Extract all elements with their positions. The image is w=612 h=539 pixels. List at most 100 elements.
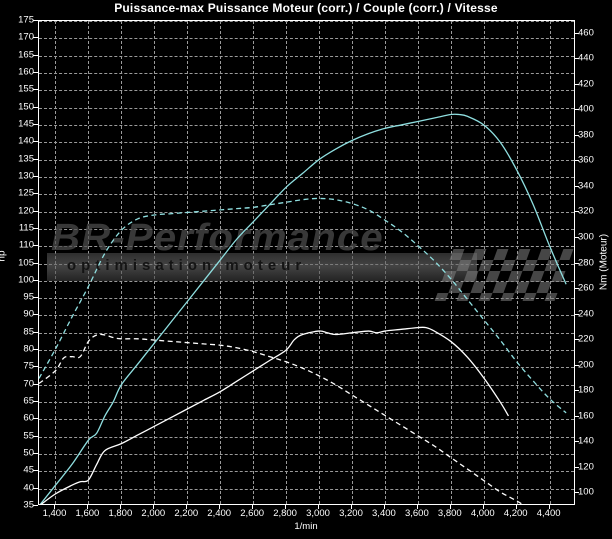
- y-tick-label-right: 400: [578, 103, 594, 115]
- y-tick-label-right: 260: [578, 282, 594, 294]
- y-tick-label-left: 110: [18, 239, 34, 251]
- x-axis-label: 1/min: [294, 521, 318, 532]
- y-tick-mark-left: [33, 193, 38, 195]
- gridline-horizontal: [39, 436, 574, 438]
- x-tick-label: 4,000: [470, 508, 495, 519]
- curve-torque: [39, 333, 524, 504]
- gridline-horizontal: [39, 350, 574, 352]
- y-tick-label-right: 240: [578, 308, 594, 320]
- y-tick-mark-right: [574, 185, 579, 187]
- y-tick-label-right: 140: [578, 435, 594, 447]
- x-tick-mark: [416, 505, 418, 509]
- gridline-horizontal: [39, 176, 574, 178]
- x-tick-mark: [153, 505, 155, 509]
- y-tick-mark-right: [574, 466, 579, 468]
- x-tick-label: 2,600: [240, 508, 265, 519]
- x-tick-mark: [449, 505, 451, 509]
- y-tick-mark-right: [574, 441, 579, 443]
- y-tick-mark-left: [33, 262, 38, 264]
- y-tick-mark-right: [574, 262, 579, 264]
- y-tick-mark-right: [574, 415, 579, 417]
- y-tick-label-left: 50: [23, 447, 34, 459]
- x-tick-label: 3,800: [437, 508, 462, 519]
- x-tick-label: 2,200: [174, 508, 199, 519]
- gridline-horizontal: [39, 471, 574, 473]
- curve-power: [40, 326, 510, 504]
- x-tick-mark: [548, 505, 550, 509]
- y-tick-label-left: 75: [23, 360, 34, 372]
- y-tick-label-right: 180: [578, 384, 594, 396]
- y-tick-mark-left: [33, 279, 38, 281]
- curve-torque: [39, 197, 567, 414]
- gridline-horizontal: [39, 402, 574, 404]
- y-tick-label-left: 70: [23, 378, 34, 390]
- y-tick-mark-right: [574, 339, 579, 341]
- chart-title: Puissance-max Puissance Moteur (corr.) /…: [114, 1, 498, 15]
- y-tick-label-right: 460: [578, 27, 594, 39]
- y-tick-mark-right: [574, 58, 579, 60]
- y-tick-label-left: 40: [23, 482, 34, 494]
- y-tick-label-left: 125: [18, 187, 34, 199]
- y-tick-mark-left: [33, 470, 38, 472]
- y-tick-mark-right: [574, 236, 579, 238]
- y-tick-mark-left: [33, 158, 38, 160]
- gridline-horizontal: [39, 142, 574, 144]
- gridline-horizontal: [39, 211, 574, 213]
- y-tick-mark-left: [33, 71, 38, 73]
- y-tick-label-left: 130: [18, 170, 34, 182]
- y-tick-label-right: 440: [578, 52, 594, 64]
- y-tick-label-left: 140: [18, 135, 34, 147]
- y-tick-label-left: 95: [23, 291, 34, 303]
- y-tick-label-right: 420: [578, 78, 594, 90]
- gridline-horizontal: [39, 107, 574, 109]
- y-tick-mark-left: [33, 349, 38, 351]
- y-tick-label-right: 380: [578, 129, 594, 141]
- x-tick-mark: [350, 505, 352, 509]
- x-tick-mark: [120, 505, 122, 509]
- y-tick-mark-left: [33, 106, 38, 108]
- y-tick-label-left: 85: [23, 326, 34, 338]
- y-tick-mark-right: [574, 211, 579, 213]
- x-tick-mark: [252, 505, 254, 509]
- x-tick-mark: [219, 505, 221, 509]
- y-tick-mark-left: [33, 37, 38, 39]
- y-tick-label-left: 45: [23, 464, 34, 476]
- y-tick-label-right: 340: [578, 180, 594, 192]
- x-tick-mark: [54, 505, 56, 509]
- y-tick-mark-left: [33, 314, 38, 316]
- y-tick-mark-right: [574, 313, 579, 315]
- y-tick-label-left: 55: [23, 430, 34, 442]
- x-tick-label: 2,400: [207, 508, 232, 519]
- x-tick-label: 4,400: [536, 508, 561, 519]
- gridline-horizontal: [39, 384, 574, 386]
- x-tick-mark: [383, 505, 385, 509]
- y-tick-label-left: 165: [18, 49, 34, 61]
- y-tick-label-left: 150: [18, 101, 34, 113]
- y-tick-label-right: 220: [578, 333, 594, 345]
- x-tick-label: 1,400: [42, 508, 67, 519]
- y-tick-mark-left: [33, 453, 38, 455]
- x-tick-mark: [186, 505, 188, 509]
- y-tick-mark-right: [574, 83, 579, 85]
- gridline-horizontal: [39, 454, 574, 456]
- gridline-horizontal: [39, 488, 574, 490]
- gridline-horizontal: [39, 21, 574, 22]
- y-tick-label-left: 105: [18, 257, 34, 268]
- y-tick-mark-right: [574, 390, 579, 392]
- y-tick-mark-left: [33, 54, 38, 56]
- y-tick-label-right: 160: [578, 410, 594, 422]
- y-tick-mark-left: [33, 89, 38, 91]
- y-tick-mark-left: [33, 435, 38, 437]
- gridline-horizontal: [39, 228, 574, 230]
- x-tick-label: 2,000: [141, 508, 166, 519]
- gridline-horizontal: [39, 315, 574, 317]
- x-tick-mark: [515, 505, 517, 509]
- y-tick-label-right: 320: [578, 205, 594, 217]
- y-tick-mark-left: [33, 505, 38, 506]
- x-tick-mark: [285, 505, 287, 509]
- y-tick-label-right: 200: [578, 359, 594, 371]
- gridline-horizontal: [39, 194, 574, 196]
- y-tick-mark-left: [33, 20, 38, 21]
- y-tick-mark-right: [574, 109, 579, 111]
- y-tick-mark-left: [33, 141, 38, 143]
